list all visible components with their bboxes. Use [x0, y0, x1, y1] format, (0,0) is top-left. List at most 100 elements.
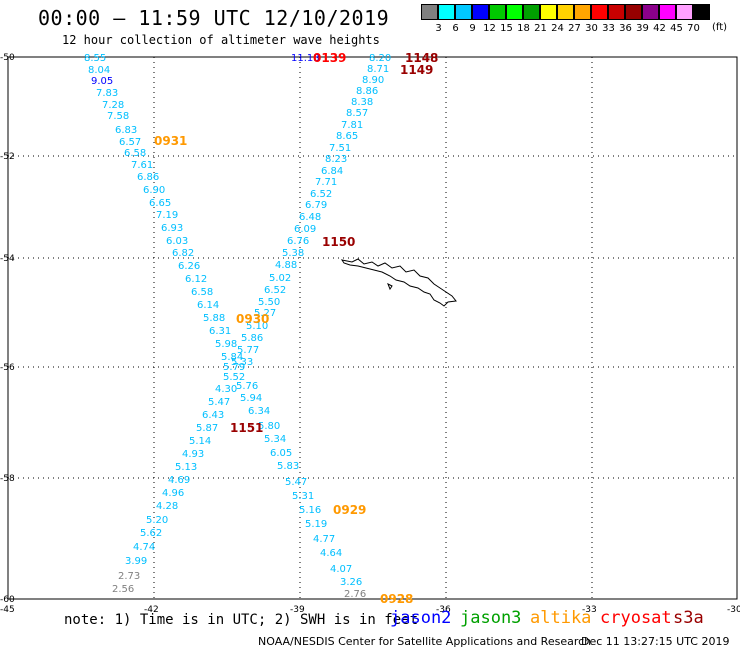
swh-reading: 5.84 [221, 352, 243, 363]
swh-reading: 5.34 [264, 434, 286, 445]
latitude-tick-label: -60 [0, 595, 15, 605]
swh-reading: 8.04 [88, 65, 110, 76]
swh-reading: 11.13 [291, 53, 320, 64]
swh-reading: 6.31 [209, 326, 231, 337]
swh-reading: 7.19 [156, 210, 178, 221]
scale-label: 36 [619, 23, 632, 34]
scale-label: 12 [483, 23, 496, 34]
south-georgia-island-outline [340, 258, 457, 307]
scale-swatch [421, 4, 438, 20]
swh-reading: 8.38 [351, 97, 373, 108]
swh-reading: 7.71 [315, 177, 337, 188]
map-title: 00:00 – 11:59 UTC 12/10/2019 [38, 6, 390, 30]
swh-reading: 2.56 [112, 584, 134, 595]
note-text: note: 1) Time is in UTC; 2) SWH is in fe… [64, 612, 419, 628]
swh-reading: 7.51 [329, 143, 351, 154]
swh-reading: 9.05 [91, 76, 113, 87]
scale-swatch [625, 4, 642, 20]
swh-reading: 7.61 [131, 160, 153, 171]
swh-reading: 6.84 [321, 166, 343, 177]
swh-reading: 4.93 [182, 449, 204, 460]
scale-label: 70 [687, 23, 700, 34]
scale-swatch [676, 4, 693, 20]
swh-reading: 5.47 [208, 397, 230, 408]
scale-label: 18 [517, 23, 530, 34]
map-subtitle: 12 hour collection of altimeter wave hei… [62, 33, 380, 47]
scale-label: 3 [435, 23, 442, 34]
swh-reading: 5.83 [277, 461, 299, 472]
scale-label: 39 [636, 23, 649, 34]
swh-reading: 5.52 [223, 372, 245, 383]
scale-label: 30 [585, 23, 598, 34]
scale-swatch [591, 4, 608, 20]
swh-reading: 5.14 [189, 436, 211, 447]
pass-time-label: 0931 [154, 134, 187, 148]
swh-reading: 7.58 [107, 111, 129, 122]
scale-swatch [642, 4, 659, 20]
swh-reading: 8.20 [369, 53, 391, 64]
longitude-tick-label: -30 [727, 605, 740, 615]
swh-reading: 6.90 [143, 185, 165, 196]
swh-reading: 2.76 [344, 589, 366, 600]
scale-swatch [608, 4, 625, 20]
legend-cryosat: cryosat [600, 608, 672, 628]
legend-altika: altika [530, 608, 592, 628]
swh-reading: 4.77 [313, 534, 335, 545]
swh-reading: 4.88 [275, 260, 297, 271]
scale-swatch [472, 4, 489, 20]
swh-reading: 6.86 [137, 172, 159, 183]
swh-reading: 8.90 [362, 75, 384, 86]
scale-swatch [438, 4, 455, 20]
latitude-tick-label: -52 [0, 152, 15, 162]
pass-time-label: 1148 [405, 51, 438, 65]
legend-jason2: jason2 [390, 608, 452, 628]
scale-swatch [557, 4, 574, 20]
swh-reading: 4.69 [168, 475, 190, 486]
swh-reading: 4.28 [156, 501, 178, 512]
scale-label: 21 [534, 23, 547, 34]
swh-reading: 6.58 [124, 148, 146, 159]
swh-reading: 4.64 [320, 548, 342, 559]
swh-reading: 7.83 [96, 88, 118, 99]
swh-reading: 5.80 [258, 421, 280, 432]
swh-reading: 4.30 [215, 384, 237, 395]
pass-time-label: 1151 [230, 421, 263, 435]
pass-time-label: 0928 [380, 592, 413, 606]
swh-reading: 6.83 [115, 125, 137, 136]
swh-reading: 6.52 [264, 285, 286, 296]
swh-reading: 6.14 [197, 300, 219, 311]
scale-swatch [523, 4, 540, 20]
swh-reading: 6.05 [270, 448, 292, 459]
swh-reading: 6.03 [166, 236, 188, 247]
legend-s3a: s3a [673, 608, 704, 628]
pass-time-label: 1149 [400, 63, 433, 77]
swh-reading: 5.19 [305, 519, 327, 530]
latitude-tick-label: -56 [0, 363, 15, 373]
scale-label: 24 [551, 23, 564, 34]
latitude-tick-label: -58 [0, 474, 15, 484]
swh-reading: 8.71 [367, 64, 389, 75]
swh-reading: 8.57 [346, 108, 368, 119]
swh-reading: 7.28 [102, 100, 124, 111]
swh-reading: 6.34 [248, 406, 270, 417]
scale-label: 27 [568, 23, 581, 34]
swh-reading: 6.09 [294, 224, 316, 235]
swh-reading: 6.26 [178, 261, 200, 272]
swh-reading: 6.93 [161, 223, 183, 234]
scale-swatch [455, 4, 472, 20]
swh-reading: 6.57 [119, 137, 141, 148]
map-frame [7, 56, 738, 600]
swh-reading: 5.87 [196, 423, 218, 434]
footer-timestamp: Dec 11 13:27:15 UTC 2019 [581, 635, 730, 648]
scale-label: 33 [602, 23, 615, 34]
scale-swatch [574, 4, 591, 20]
pass-time-label: 0929 [333, 503, 366, 517]
swh-reading: 5.76 [236, 381, 258, 392]
longitude-tick-label: -33 [582, 605, 597, 615]
swh-reading: 5.77 [237, 345, 259, 356]
footer-source: NOAA/NESDIS Center for Satellite Applica… [258, 635, 592, 648]
swh-reading: 6.65 [149, 198, 171, 209]
longitude-tick-label: -42 [144, 605, 159, 615]
latitude-tick-label: -50 [0, 53, 15, 63]
pass-time-label: 0930 [236, 312, 269, 326]
